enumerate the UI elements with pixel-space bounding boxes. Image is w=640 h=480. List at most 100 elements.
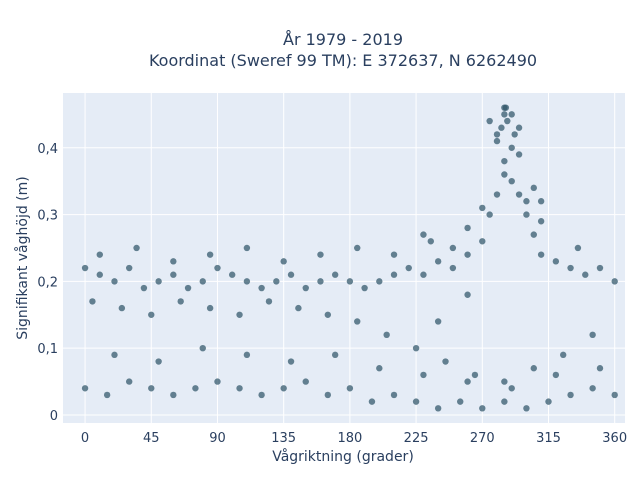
data-point xyxy=(498,124,505,131)
data-point xyxy=(214,264,221,272)
data-point xyxy=(457,398,464,405)
data-point xyxy=(148,385,155,392)
data-point xyxy=(287,358,295,365)
data-point xyxy=(206,251,214,258)
data-point xyxy=(346,385,354,392)
data-point xyxy=(567,391,574,399)
data-point xyxy=(236,311,243,318)
x-axis-title: Vågriktning (grader) xyxy=(272,448,414,465)
data-point xyxy=(442,358,449,365)
data-point xyxy=(537,198,545,205)
data-point xyxy=(434,318,442,325)
data-point xyxy=(361,284,368,292)
data-point xyxy=(280,385,287,392)
data-point xyxy=(302,284,309,292)
data-point xyxy=(493,191,501,198)
data-point xyxy=(493,131,501,138)
data-point xyxy=(199,278,206,285)
data-point xyxy=(280,258,287,265)
data-point xyxy=(111,351,118,359)
data-point xyxy=(427,238,435,245)
data-points xyxy=(81,104,618,412)
chart-title: År 1979 - 2019 xyxy=(283,30,403,49)
x-tick-label: 270 xyxy=(470,431,495,446)
data-point xyxy=(589,331,596,339)
data-point xyxy=(582,271,589,278)
data-point xyxy=(390,251,398,258)
data-point xyxy=(479,405,486,412)
data-point xyxy=(449,264,457,272)
data-point xyxy=(596,365,604,372)
data-point xyxy=(515,191,523,198)
data-point xyxy=(567,264,574,272)
data-point xyxy=(515,124,523,131)
data-point xyxy=(530,365,537,372)
data-point xyxy=(508,385,515,392)
x-tick-label: 315 xyxy=(536,431,561,446)
data-point xyxy=(502,104,510,111)
data-point xyxy=(354,244,361,252)
data-point xyxy=(192,385,199,392)
data-point xyxy=(273,278,280,285)
data-point xyxy=(354,318,361,325)
data-point xyxy=(515,151,523,158)
data-point xyxy=(170,391,177,399)
data-point xyxy=(405,264,412,272)
data-point xyxy=(118,304,126,312)
data-point xyxy=(390,391,398,399)
data-point xyxy=(464,251,471,258)
data-point xyxy=(148,311,155,318)
data-point xyxy=(537,251,545,258)
data-point xyxy=(501,111,508,118)
data-point xyxy=(199,344,206,352)
data-point xyxy=(479,204,486,212)
data-point xyxy=(236,385,243,392)
data-point xyxy=(523,211,530,218)
data-point xyxy=(449,244,457,252)
data-point xyxy=(545,398,552,405)
x-tick-label: 135 xyxy=(271,431,296,446)
data-point xyxy=(346,278,354,285)
y-tick-labels: 0 0,1 0,2 0,3 0,4 xyxy=(37,142,58,424)
data-point xyxy=(486,211,493,218)
data-point xyxy=(140,284,148,292)
data-point xyxy=(523,405,530,412)
data-point xyxy=(243,244,251,252)
data-point xyxy=(96,271,103,278)
data-point xyxy=(508,144,515,151)
data-point xyxy=(412,398,420,405)
data-point xyxy=(611,391,618,399)
data-point xyxy=(486,117,493,125)
data-point xyxy=(589,385,596,392)
data-point xyxy=(295,304,302,312)
data-point xyxy=(287,271,295,278)
data-point xyxy=(243,278,251,285)
data-point xyxy=(508,111,515,118)
y-tick-label: 0,4 xyxy=(37,142,58,157)
data-point xyxy=(89,298,96,305)
data-point xyxy=(574,244,582,252)
data-point xyxy=(324,311,332,318)
data-point xyxy=(302,378,309,385)
data-point xyxy=(170,258,177,265)
x-tick-label: 45 xyxy=(143,431,160,446)
data-point xyxy=(170,271,177,278)
data-point xyxy=(479,238,486,245)
data-point xyxy=(501,157,508,165)
x-tick-label: 360 xyxy=(602,431,627,446)
data-point xyxy=(552,371,560,379)
data-point xyxy=(317,278,324,285)
x-tick-label: 90 xyxy=(209,431,226,446)
chart-subtitle: Koordinat (Sweref 99 TM): E 372637, N 62… xyxy=(149,51,537,70)
data-point xyxy=(420,231,427,238)
data-point xyxy=(126,378,133,385)
data-point xyxy=(501,171,508,178)
data-point xyxy=(184,284,192,292)
data-point xyxy=(530,184,537,192)
data-point xyxy=(464,378,471,385)
data-point xyxy=(471,371,479,379)
data-point xyxy=(324,391,332,399)
data-point xyxy=(96,251,103,258)
data-point xyxy=(177,298,184,305)
